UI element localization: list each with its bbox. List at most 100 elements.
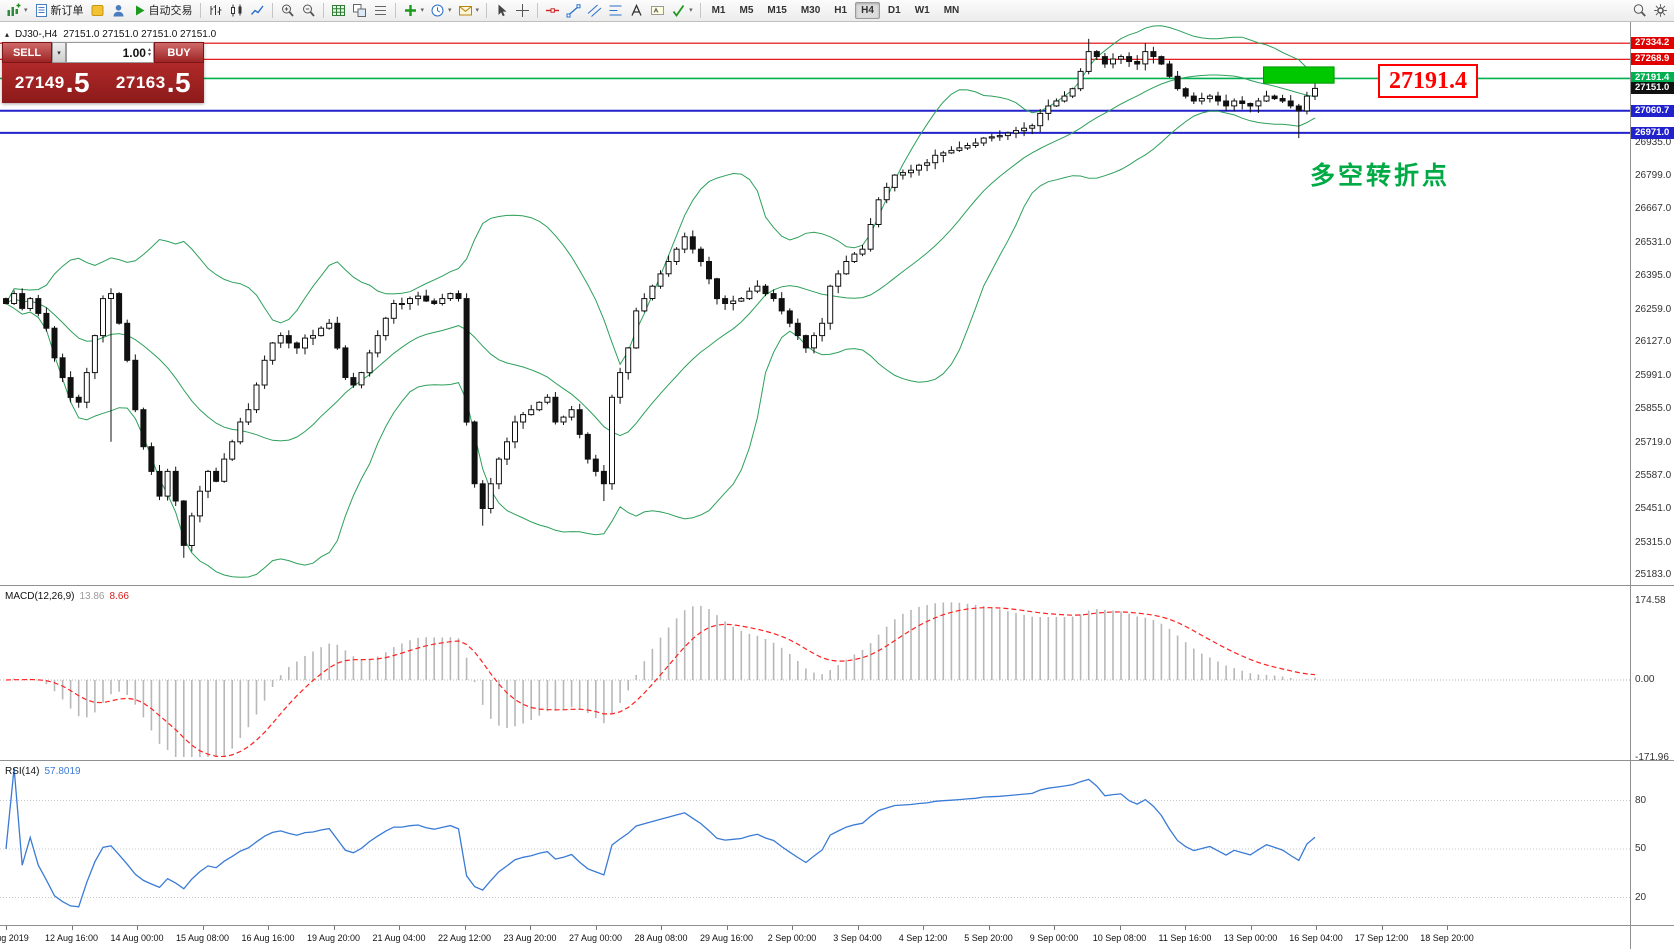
settings-button[interactable] [1650,0,1671,20]
time-tick [464,926,466,930]
time-tick [530,926,531,930]
bar-chart-button[interactable] [205,0,226,20]
rsi-scale-label: 20 [1635,891,1647,903]
price-tick-label: 25855.0 [1635,403,1672,415]
price-tag: 27151.0 [1631,82,1674,95]
chart-plus-icon [6,3,21,18]
search-button[interactable] [1629,0,1650,20]
volume-dropdown[interactable]: ▾ [52,42,66,63]
one-click-price-row: 27149.5 27163.5 [2,63,204,103]
rsi-scale-label: 50 [1635,843,1647,854]
time-tick [268,926,269,930]
macd-signal-line [5,607,1316,758]
plus-green-icon [403,3,418,18]
new-order-button[interactable]: 新订单 [31,0,87,20]
price-scale[interactable]: 26935.0 26799.0 26667.0 26531.0 26395.0 26259… [1630,22,1674,949]
algo-trading-button[interactable]: 自动交易 [129,0,196,20]
price-tick-label: 26127.0 [1635,336,1672,348]
doc-icon [34,3,49,18]
crosshair-button[interactable] [512,0,533,20]
timeframe-m15[interactable]: M15 [767,5,787,16]
time-tick [137,926,138,930]
volume-input[interactable]: 1.00 ▴ ▾ [66,42,154,63]
price-tick-label: 26395.0 [1635,270,1672,282]
sell-price: 27149.5 [2,63,103,103]
text-button[interactable] [626,0,647,20]
time-tick [1054,926,1055,930]
panel-separator [1631,585,1674,586]
time-tick [71,926,73,930]
channel-button[interactable] [584,0,605,20]
rsi-panel: RSI(14) 57.8019 [0,760,1630,925]
price-tick-label: 25719.0 [1635,437,1672,448]
profiles-button[interactable] [108,0,129,20]
time-tick [1316,926,1317,930]
timeframe-w1[interactable]: W1 [914,5,930,16]
dropdown-caret-icon: ▾ [475,7,480,15]
highlight-rectangle[interactable] [1263,66,1335,84]
timeframe-h1[interactable]: H1 [834,5,848,16]
zoom-out-button[interactable] [298,0,319,20]
time-label: 9 Sep 00:00 [1029,933,1079,943]
alerts-button[interactable]: ▾ [455,0,483,20]
price-tick-label: 25315.0 [1635,536,1672,548]
fibonacci-button[interactable] [605,0,626,20]
new-chart-button[interactable]: ▾ [3,0,31,20]
spinner-down-icon[interactable]: ▾ [147,51,151,58]
trend-line-button[interactable] [563,0,584,20]
chart-ohlc-values: 27151.0 27151.0 27151.0 27151.0 [63,29,217,40]
buy-price: 27163.5 [103,63,204,103]
time-label: 27 Aug 00:00 [568,933,623,943]
rsi-chart[interactable] [0,761,1630,926]
metaeditor-button[interactable] [87,0,108,20]
objects-list-button[interactable] [370,0,391,20]
mail-icon [458,3,473,18]
candlestick-chart-button[interactable] [226,0,247,20]
level-lines[interactable] [0,42,1630,134]
label-button[interactable] [647,0,668,20]
add-indicator-button[interactable]: ▾ [400,0,428,20]
textA-icon [629,3,644,18]
time-tick [792,926,793,930]
candlestick-series [3,38,1318,558]
spinner-up-icon[interactable]: ▴ [147,46,151,53]
time-label: 28 Aug 08:00 [634,933,688,943]
timeframe-h4[interactable]: H4 [855,2,880,19]
main-chart[interactable] [0,22,1630,585]
trend-icon [566,3,581,18]
arrows-button[interactable]: ▾ [668,0,696,20]
timeframe-m5[interactable]: M5 [739,5,754,16]
time-axis[interactable]: 9 Aug 2019 12 Aug 16:00 14 Aug 00:00 15 Aug… [0,925,1630,949]
timeframe-m30[interactable]: M30 [800,5,821,16]
time-label: 10 Sep 08:00 [1092,933,1147,943]
bollinger-middle-band [5,74,1316,442]
line-chart-button[interactable] [247,0,268,20]
chart-header: ▴ DJ30-,H4 27151.0 27151.0 27151.0 27151… [5,29,216,40]
time-label: 15 Aug 08:00 [175,933,230,943]
time-tick [988,926,990,930]
buy-button[interactable]: BUY [154,42,204,63]
sell-button[interactable]: SELL [2,42,52,63]
horizontal-line-button[interactable] [542,0,563,20]
price-callout[interactable]: 27191.4 [1378,64,1478,98]
one-click-toggle-icon[interactable]: ▴ [5,30,10,39]
timeframe-d1[interactable]: D1 [887,5,901,16]
time-tick [1381,926,1383,930]
macd-signal-value: 8.66 [109,591,129,602]
tile-windows-button[interactable] [328,0,349,20]
toolbar-separator [394,2,396,18]
price-tick-label: 26935.0 [1635,136,1672,148]
main-toolbar: ▾ 新订单 自动交易 ▾ ▾ ▾ ▾ M1 M5 M15 M30 H1 H4 D1 W1 MN [0,0,1674,22]
zoom-in-button[interactable] [277,0,298,20]
time-tick [1119,926,1121,930]
cursor-button[interactable] [491,0,512,20]
macd-scale-label: 174.58 [1635,595,1666,606]
timeframe-m1[interactable]: M1 [711,5,726,16]
turning-point-label[interactable]: 多空转折点 [1310,162,1451,190]
volume-spinner[interactable]: ▴ ▾ [147,46,151,58]
macd-scale-label: -171.96 [1635,752,1669,763]
timeframe-mn[interactable]: MN [943,5,960,16]
macd-chart[interactable] [0,586,1630,761]
periods-button[interactable]: ▾ [427,0,455,20]
arrange-windows-button[interactable] [349,0,370,20]
